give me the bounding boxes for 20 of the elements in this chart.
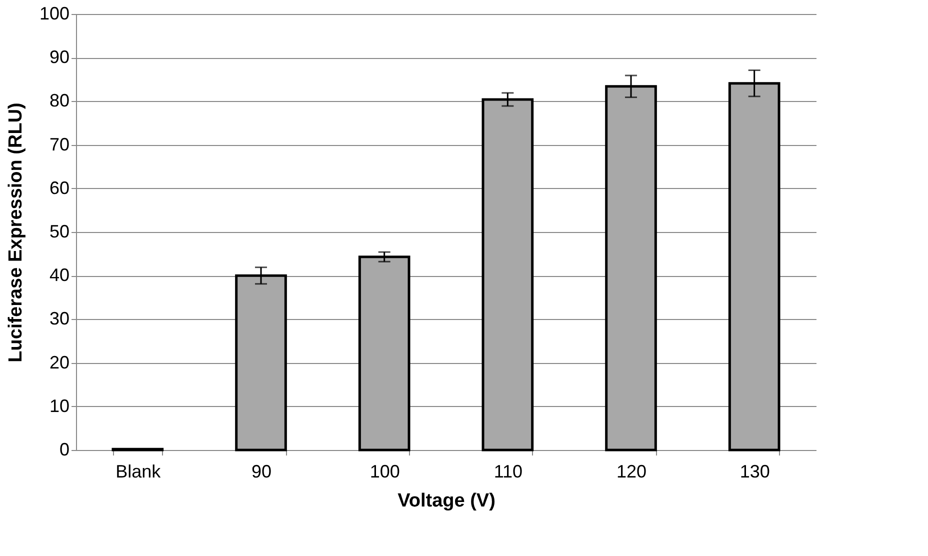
y-tick-label: 30 bbox=[49, 308, 70, 329]
x-tick-label: Blank bbox=[116, 462, 162, 482]
y-tick-label: 0 bbox=[59, 440, 70, 460]
x-axis-title: Voltage (V) bbox=[398, 490, 496, 512]
y-tick-label: 40 bbox=[49, 265, 70, 286]
y-tick-label: 90 bbox=[49, 47, 70, 68]
y-axis-title: Luciferase Expression (RLU) bbox=[5, 102, 26, 362]
x-tick-label: 120 bbox=[616, 462, 647, 482]
x-tick-label: 100 bbox=[370, 462, 400, 482]
x-tick-label: 110 bbox=[494, 462, 523, 482]
y-tick-label: 80 bbox=[49, 90, 70, 111]
x-tick-label: 130 bbox=[740, 462, 770, 482]
y-tick-label: 20 bbox=[49, 352, 70, 372]
x-tick-label: 90 bbox=[251, 462, 272, 482]
y-tick-label: 100 bbox=[39, 4, 70, 24]
y-tick-label: 60 bbox=[49, 178, 70, 198]
y-tick-label: 50 bbox=[49, 222, 70, 242]
bar bbox=[358, 256, 410, 452]
y-tick-label: 10 bbox=[49, 396, 70, 416]
y-tick-label: 70 bbox=[49, 134, 70, 154]
